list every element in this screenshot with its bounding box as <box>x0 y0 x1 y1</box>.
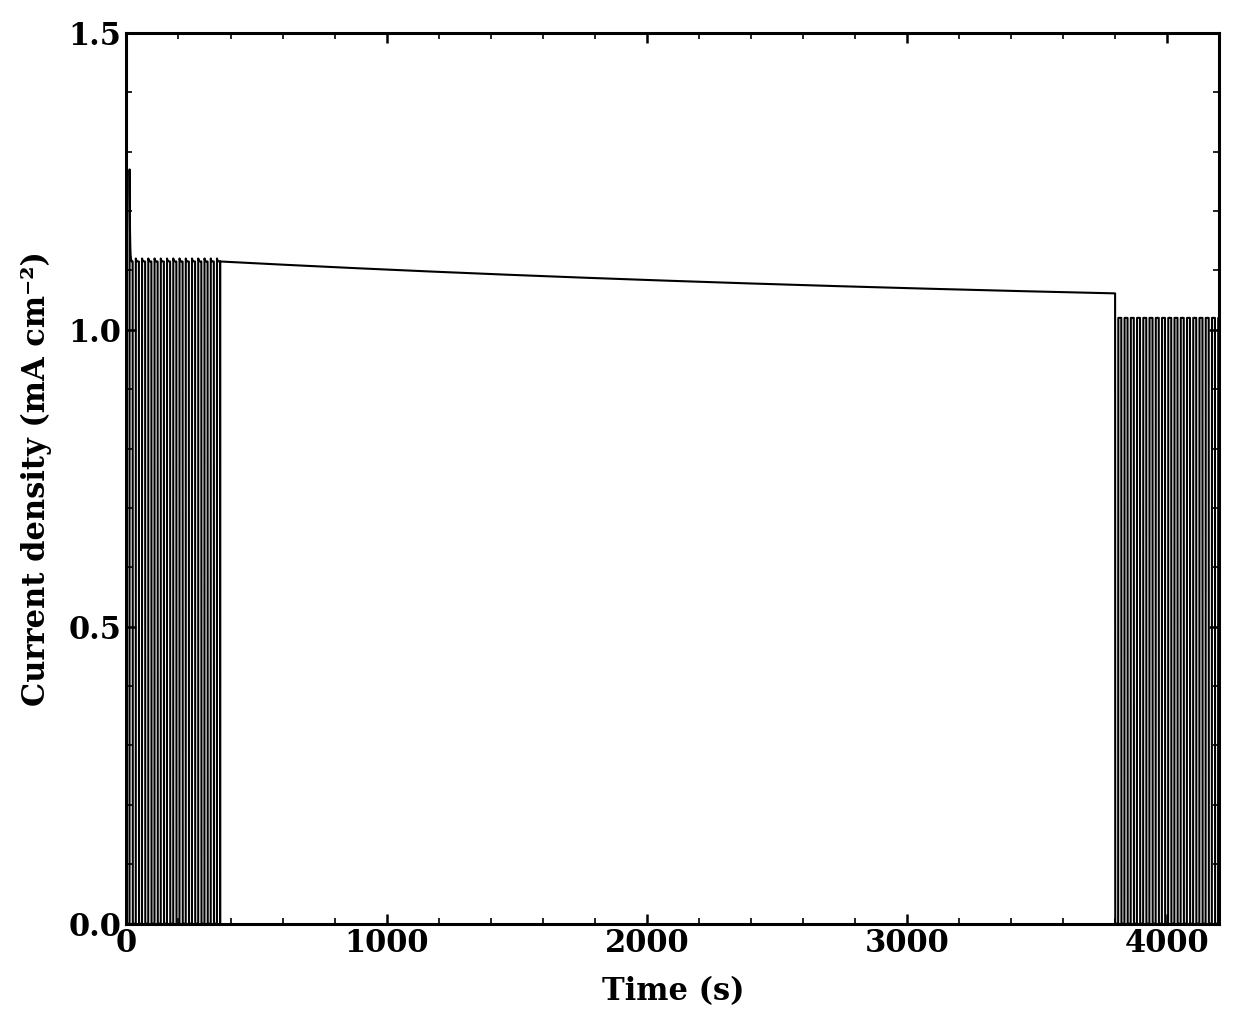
X-axis label: Time (s): Time (s) <box>601 977 744 1007</box>
Y-axis label: Current density (mA cm⁻²): Current density (mA cm⁻²) <box>21 251 52 705</box>
